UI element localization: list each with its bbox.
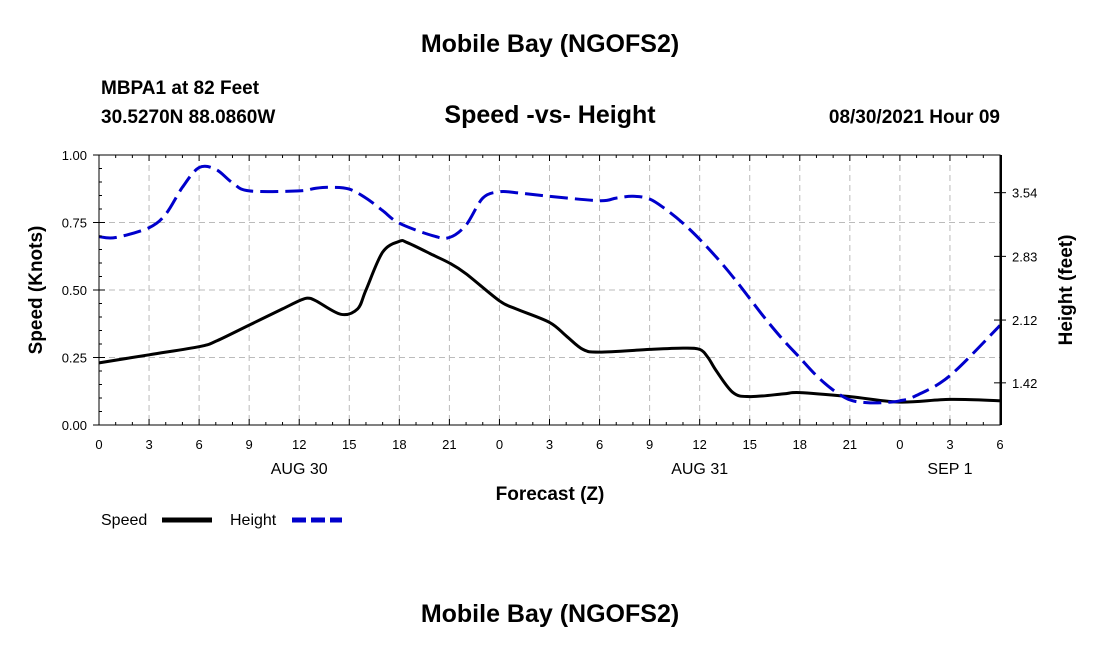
- y-tick-label: 0.50: [62, 283, 87, 298]
- y-tick-label: 1.00: [62, 148, 87, 163]
- x-tick-label: 18: [392, 437, 406, 452]
- x-tick-label: 0: [95, 437, 102, 452]
- x-tick-label: 21: [843, 437, 857, 452]
- series-layer: [98, 164, 1002, 405]
- bottom-title: Mobile Bay (NGOFS2): [420, 600, 680, 628]
- x-tick-label: 3: [145, 437, 152, 452]
- x-axis-label: Forecast (Z): [496, 484, 605, 505]
- x-tick-label: 15: [742, 437, 756, 452]
- x-tick-label: 6: [596, 437, 603, 452]
- x-tick-label: 3: [946, 437, 953, 452]
- page-title: Mobile Bay (NGOFS2): [420, 30, 680, 58]
- axis-ticks: 0 3 6 9 12 15 18 21 0 3 6 9 12 15 18 21 0 3 6 AUG 30 AUG 31 S…: [62, 148, 1038, 478]
- x-tick-label: 6: [996, 437, 1003, 452]
- station-coordinates: 30.5270N 88.0860W: [101, 107, 276, 128]
- y2-tick-label: 2.83: [1012, 249, 1037, 264]
- legend-speed-label: Speed: [101, 512, 147, 529]
- legend: Speed Height: [101, 512, 342, 529]
- y2-tick-label: 1.42: [1012, 376, 1037, 391]
- chart-title: Speed -vs- Height: [444, 101, 656, 129]
- y-tick-label: 0.25: [62, 351, 87, 366]
- date-label: SEP 1: [927, 461, 972, 478]
- x-tick-label: 6: [195, 437, 202, 452]
- station-name: MBPA1 at 82 Feet: [101, 78, 260, 99]
- y2-tick-label: 2.12: [1012, 313, 1037, 328]
- y-tick-label: 0.00: [62, 418, 87, 433]
- x-tick-label: 3: [546, 437, 553, 452]
- series-height-line: [98, 164, 1002, 405]
- x-tick-label: 15: [342, 437, 356, 452]
- y-axis-label: Speed (Knots): [26, 226, 47, 355]
- legend-height-label: Height: [230, 512, 277, 529]
- x-tick-label: 12: [692, 437, 706, 452]
- x-tick-label: 9: [646, 437, 653, 452]
- y2-tick-label: 3.54: [1012, 186, 1037, 201]
- x-tick-label: 18: [793, 437, 807, 452]
- x-tick-label: 0: [896, 437, 903, 452]
- series-speed-line: [98, 239, 1001, 404]
- x-tick-label: 0: [496, 437, 503, 452]
- y-tick-label: 0.75: [62, 216, 87, 231]
- x-tick-label: 12: [292, 437, 306, 452]
- forecast-datetime: 08/30/2021 Hour 09: [828, 107, 1000, 128]
- grid: [99, 155, 1000, 425]
- date-label: AUG 31: [671, 461, 728, 478]
- x-tick-label: 9: [246, 437, 253, 452]
- y2-axis-label: Height (feet): [1056, 235, 1077, 346]
- x-tick-label: 21: [442, 437, 456, 452]
- date-label: AUG 30: [271, 461, 328, 478]
